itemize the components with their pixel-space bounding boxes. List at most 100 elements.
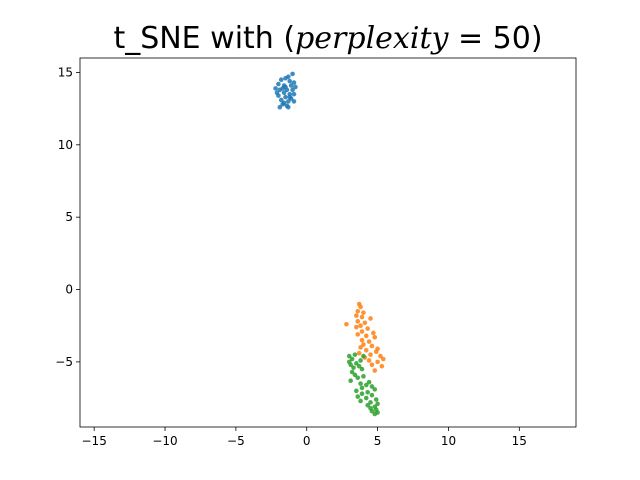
x-tick-label: 5: [374, 434, 382, 448]
data-point: [352, 372, 358, 378]
data-point: [380, 356, 386, 362]
data-point: [372, 334, 378, 340]
plot-area-background: [80, 58, 576, 427]
data-point: [356, 350, 362, 356]
data-point: [375, 401, 380, 407]
data-point: [354, 313, 359, 318]
data-point: [290, 87, 295, 93]
data-point: [346, 353, 352, 359]
data-point: [358, 323, 363, 329]
data-point: [362, 320, 368, 326]
data-point: [283, 94, 288, 100]
data-point: [355, 319, 361, 324]
data-point: [375, 359, 380, 365]
data-point: [354, 361, 359, 366]
data-point: [276, 81, 281, 87]
x-tick-label: −15: [82, 434, 107, 448]
data-point: [372, 387, 378, 392]
x-tick-label: 15: [512, 434, 527, 448]
data-point: [281, 100, 287, 106]
data-point: [359, 337, 365, 343]
y-tick-label: 5: [65, 210, 73, 224]
data-point: [276, 93, 281, 98]
data-point: [349, 356, 355, 362]
data-point: [369, 408, 375, 414]
data-point: [363, 348, 369, 353]
data-point: [366, 358, 372, 363]
axis-ticks: −15 −10 −5 0 5 10 15 −5 0 5 10 15: [55, 65, 527, 448]
y-tick-label: 15: [58, 65, 73, 79]
data-point: [355, 332, 361, 337]
data-point: [369, 384, 375, 389]
data-point: [368, 352, 373, 357]
data-point: [373, 349, 379, 355]
data-point: [365, 326, 370, 331]
data-point: [355, 375, 361, 381]
data-point: [369, 343, 375, 349]
data-point: [290, 71, 295, 77]
data-point: [278, 97, 284, 103]
data-point: [356, 363, 362, 369]
data-point: [358, 358, 363, 363]
data-point: [366, 379, 372, 385]
data-point: [355, 308, 361, 314]
data-point: [361, 310, 366, 315]
chart-title: t_SNE with (perplexity = 50): [113, 21, 542, 56]
data-point: [286, 99, 291, 104]
data-point: [291, 80, 297, 85]
x-tick-label: 0: [303, 434, 311, 448]
data-point: [281, 90, 287, 96]
data-point: [365, 402, 370, 408]
x-tick-label: −10: [152, 434, 177, 448]
data-point: [361, 374, 366, 379]
y-tick-label: 10: [58, 138, 73, 152]
data-point: [283, 75, 288, 81]
data-point: [366, 339, 372, 344]
data-point: [361, 353, 366, 359]
data-point: [358, 304, 363, 310]
data-point: [287, 94, 293, 100]
data-point: [344, 321, 349, 327]
data-point: [368, 400, 373, 405]
data-point: [378, 353, 383, 359]
data-point: [354, 388, 359, 394]
data-point: [372, 411, 378, 417]
data-point: [352, 352, 358, 357]
data-point: [369, 392, 375, 398]
data-point: [348, 362, 353, 368]
data-point: [363, 382, 369, 388]
data-point: [354, 324, 359, 330]
data-point: [359, 391, 365, 397]
data-point: [363, 395, 369, 401]
data-point: [363, 333, 369, 339]
data-point: [355, 394, 361, 399]
data-point: [365, 389, 370, 395]
data-point: [359, 385, 365, 391]
data-point: [286, 104, 291, 110]
data-point: [358, 398, 363, 404]
data-point: [359, 329, 365, 334]
data-point: [359, 314, 365, 320]
data-point: [273, 86, 278, 91]
data-point: [293, 84, 298, 90]
y-tick-label: −5: [55, 355, 73, 369]
data-point: [278, 77, 284, 83]
data-point: [288, 83, 294, 88]
data-point: [287, 78, 293, 84]
data-point: [359, 366, 365, 372]
data-point: [379, 363, 385, 369]
data-points: [273, 71, 386, 417]
data-point: [351, 365, 356, 370]
data-point: [277, 104, 283, 110]
data-point: [373, 397, 379, 402]
data-point: [291, 91, 297, 97]
data-point: [277, 87, 283, 93]
x-tick-label: 10: [441, 434, 456, 448]
data-point: [348, 378, 353, 383]
data-point: [358, 381, 363, 386]
x-tick-label: −5: [227, 434, 245, 448]
data-point: [372, 368, 378, 373]
data-point: [349, 369, 355, 375]
data-point: [361, 342, 366, 347]
data-point: [358, 345, 363, 350]
